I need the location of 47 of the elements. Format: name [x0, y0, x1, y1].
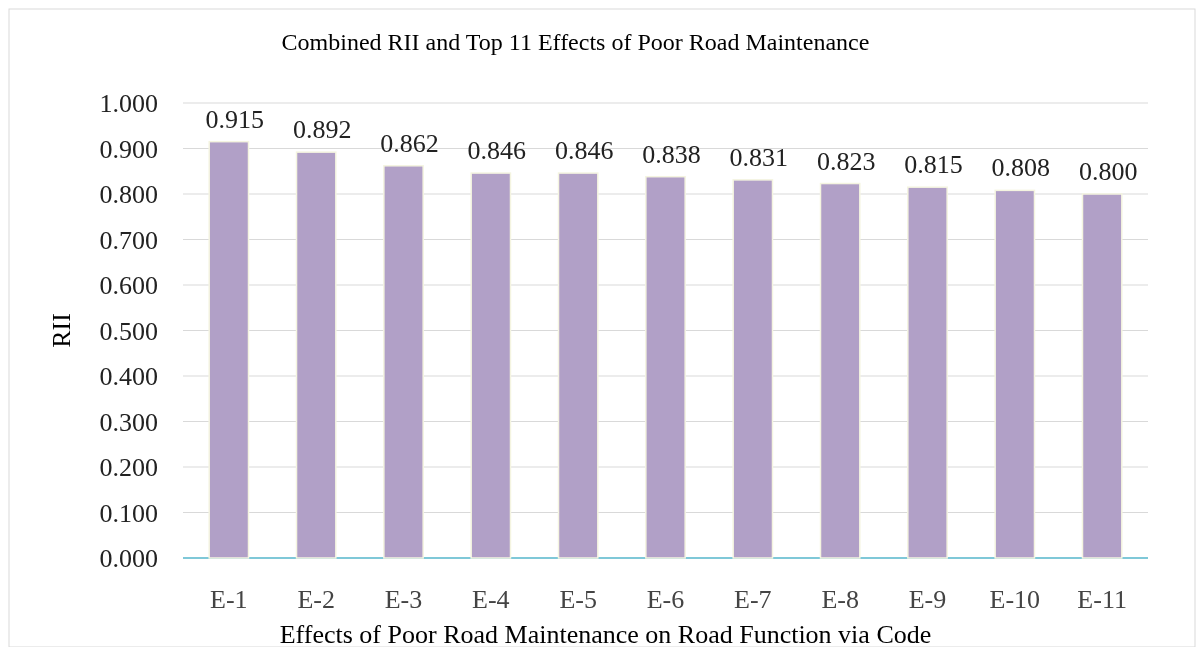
- y-tick-label: 0.900: [99, 134, 158, 164]
- y-tick-label: 0.200: [99, 453, 158, 483]
- y-axis-title: RII: [47, 313, 76, 348]
- x-tick-label: E-7: [734, 585, 772, 614]
- y-tick-label: 0.500: [99, 316, 158, 346]
- x-tick-label: E-2: [297, 585, 335, 614]
- data-label: 0.823: [816, 146, 876, 176]
- y-tick-label: 0.300: [99, 407, 158, 437]
- data-label: 0.808: [991, 153, 1051, 183]
- bar: [645, 175, 686, 559]
- y-tick-label: 1.000: [99, 89, 158, 119]
- x-tick-label: E-4: [472, 585, 510, 614]
- bar: [1081, 193, 1123, 559]
- data-label: 0.815: [904, 150, 963, 180]
- bar: [383, 165, 424, 559]
- y-tick-label: 0.600: [99, 271, 158, 301]
- data-label: 0.862: [380, 128, 439, 158]
- bar: [732, 179, 774, 559]
- chart-title: Combined RII and Top 11 Effects of Poor Road Maintenance: [281, 29, 870, 55]
- data-label: 0.831: [729, 142, 789, 172]
- data-label: 0.846: [467, 136, 527, 166]
- y-tick-label: 0.800: [99, 180, 158, 210]
- x-tick-label: E-1: [210, 585, 248, 614]
- bar: [470, 172, 512, 559]
- x-tick-label: E-8: [821, 585, 859, 614]
- x-tick-label: E-3: [384, 585, 423, 614]
- bar: [208, 140, 250, 559]
- x-tick-label: E-9: [908, 585, 947, 614]
- data-label: 0.915: [205, 104, 265, 134]
- y-tick-label: 0.400: [99, 362, 158, 392]
- data-label: 0.800: [1078, 157, 1138, 186]
- bar: [819, 182, 861, 559]
- y-tick-label: 0.100: [99, 498, 158, 528]
- y-tick-label: 0.000: [99, 544, 158, 574]
- x-tick-label: E-10: [989, 585, 1041, 614]
- data-label: 0.838: [642, 139, 701, 169]
- x-tick-label: E-6: [646, 585, 685, 614]
- x-tick-label: E-11: [1077, 585, 1127, 614]
- data-label: 0.892: [292, 115, 352, 145]
- bar: [907, 186, 948, 559]
- bar: [557, 172, 599, 559]
- bar: [295, 151, 337, 559]
- y-tick-label: 0.700: [99, 225, 158, 255]
- x-tick-label: E-5: [559, 585, 597, 614]
- data-label: 0.846: [554, 136, 614, 166]
- x-axis-title: Effects of Poor Road Maintenance on Road Function via Code: [279, 620, 932, 647]
- bar: [994, 189, 1036, 559]
